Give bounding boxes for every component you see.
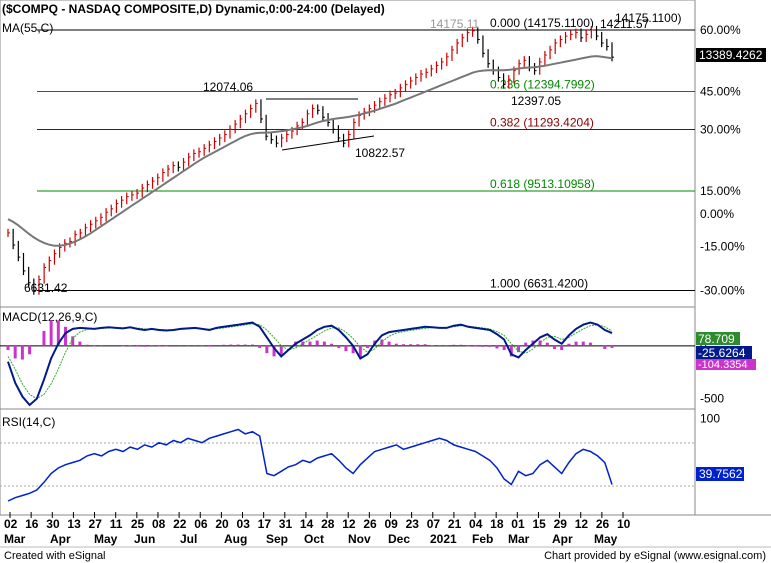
fib-label-0: 0.000 (14175.1100)	[490, 16, 594, 30]
x-month-label: Apr	[50, 532, 71, 546]
x-month-label: Nov	[348, 532, 371, 546]
annotation-12397-05: 12397.05	[511, 94, 561, 108]
pattern-lower-line	[281, 135, 375, 151]
rsi-value-box	[696, 467, 744, 481]
rsi-value: 39.7562	[699, 467, 743, 481]
macd-value: -25.6264	[698, 346, 746, 360]
fib-label-3: 0.618 (9513.10958)	[490, 177, 595, 191]
price-tick-label: -30.00%	[700, 284, 745, 298]
x-day-label: 10	[617, 517, 631, 531]
x-day-label: 08	[152, 517, 166, 531]
x-day-label: 21	[448, 517, 462, 531]
x-day-label: 15	[532, 517, 546, 531]
fib-levels: 0.000 (14175.1100) 0.236 (12394.7992) 0.38…	[37, 16, 695, 292]
ma-line	[7, 55, 613, 247]
x-day-label: 06	[194, 517, 208, 531]
x-day-label: 16	[25, 517, 39, 531]
x-month-label: May	[94, 532, 118, 546]
x-day-label: 25	[131, 517, 145, 531]
x-day-label: 12	[575, 517, 589, 531]
macd-tick-label: 0	[700, 339, 707, 353]
footer-right: Chart provided by eSignal (www.esignal.c…	[544, 550, 766, 562]
last-price-label: 13389.4262	[699, 48, 763, 62]
x-day-label: 02	[4, 517, 18, 531]
x-month-label: 2021	[430, 532, 457, 546]
x-day-label: 04	[469, 517, 483, 531]
price-tick-label: 60.00%	[700, 23, 741, 37]
rsi-title: RSI(14,C)	[2, 415, 55, 429]
annotation-12074-06: 12074.06	[203, 80, 253, 94]
x-day-label: 03	[237, 517, 251, 531]
price-tick-label: 45.00%	[700, 85, 741, 99]
x-month-label: Jun	[134, 532, 155, 546]
x-month-label: Apr	[552, 532, 573, 546]
x-day-label: 17	[258, 517, 272, 531]
annotation-14211-57: 14211.57	[600, 17, 649, 31]
fib-label-4: 1.000 (6631.4200)	[490, 277, 588, 291]
macd-signal-value-box	[696, 332, 740, 345]
price-tick-label: -15.00%	[700, 240, 745, 254]
x-month-label: Mar	[4, 532, 26, 546]
rsi-tick-label: 100	[700, 412, 720, 426]
ma-label: MA(55,C)	[2, 21, 53, 35]
x-day-label: 18	[490, 517, 504, 531]
x-day-label: 26	[363, 517, 377, 531]
x-day-label: 31	[279, 517, 293, 531]
annotation-fib-0-dup: 14175.1100)	[615, 11, 682, 25]
x-month-label: Oct	[304, 532, 324, 546]
x-day-label: 20	[215, 517, 229, 531]
chart-title: ($COMPQ - NASDAQ COMPOSITE,D) Dynamic,0:…	[2, 2, 385, 16]
price-tick-label: 0.00%	[700, 207, 734, 221]
macd-value-box	[696, 346, 752, 359]
price-tick-label: 30.00%	[700, 123, 741, 137]
x-day-label: 27	[89, 517, 103, 531]
x-day-label: 01	[511, 517, 525, 531]
macd-title: MACD(12,26,9,C)	[2, 310, 97, 324]
macd-tick-label: -500	[700, 392, 724, 406]
x-day-label: 09	[384, 517, 398, 531]
x-day-label: 22	[173, 517, 187, 531]
macd-axis: 0 -500	[700, 339, 724, 406]
fib-label-2: 0.382 (11293.4204)	[490, 116, 594, 130]
annotation-14175-11: 14175.11	[430, 17, 479, 31]
rsi-line	[7, 428, 613, 502]
macd-line	[7, 321, 613, 407]
x-day-label: 07	[427, 517, 441, 531]
x-day-label: 30	[46, 517, 60, 531]
x-month-label: Jul	[180, 532, 197, 546]
x-month-label: Feb	[472, 532, 493, 546]
x-day-label: 23	[406, 517, 420, 531]
last-price-box	[696, 48, 766, 62]
x-day-label: 13	[67, 517, 81, 531]
annotation-10822-57: 10822.57	[355, 146, 405, 160]
x-month-label: Sep	[266, 532, 288, 546]
x-day-label: 28	[321, 517, 335, 531]
macd-hist-value: -104.3354	[698, 359, 748, 371]
x-month-label: Aug	[224, 532, 247, 546]
x-month-label: May	[594, 532, 618, 546]
x-axis-months: Mar Apr May Jun Jul Aug Sep Oct Nov Dec 2021 Feb Mar…	[4, 532, 618, 546]
x-day-label: 29	[554, 517, 568, 531]
macd-hist-value-box	[696, 359, 756, 370]
x-day-label: 14	[300, 517, 314, 531]
x-day-label: 12	[342, 517, 356, 531]
x-day-label: 11	[110, 517, 123, 531]
x-axis-days: 02 16 30 13 27 11 25 08 22 06 20 03 17 31 14 28 12 26 09 23…	[4, 512, 631, 531]
x-day-label: 26	[596, 517, 610, 531]
x-month-label: Mar	[508, 532, 530, 546]
price-axis: 60.00% 45.00% 30.00% 15.00% 0.00% -15.00% -30.…	[700, 23, 745, 298]
macd-signal-value: 78.709	[698, 332, 735, 346]
price-tick-label: 15.00%	[700, 184, 741, 198]
footer-left: Created with eSignal	[4, 550, 106, 562]
annotation-6631-42: 6631.42	[24, 281, 68, 295]
x-month-label: Dec	[388, 532, 410, 546]
fib-label-1: 0.236 (12394.7992)	[490, 78, 595, 92]
